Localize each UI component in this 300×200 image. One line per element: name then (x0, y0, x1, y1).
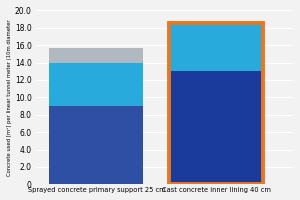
Bar (49, 63, 143, 106)
Bar (169, 71, 263, 184)
Bar (49, 48, 143, 63)
Y-axis label: Concrete used [m³] per linear tunnel meter (10m diameter: Concrete used [m³] per linear tunnel met… (7, 19, 12, 176)
Bar (169, 23, 263, 184)
Bar (49, 106, 143, 184)
Bar (169, 23, 263, 71)
